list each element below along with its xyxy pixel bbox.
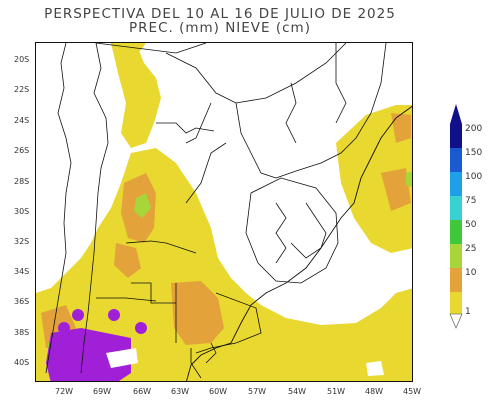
legend-label-150: 150	[465, 148, 483, 158]
map-title: PERSPECTIVA DEL 10 AL 16 DE JULIO DE 202…	[44, 6, 396, 22]
snow-spot-2	[58, 322, 70, 334]
legend-swatch-10	[450, 268, 462, 292]
legend-swatch-200	[450, 124, 462, 148]
legend-swatch-100	[450, 172, 462, 196]
lon-label-48w: 48W	[365, 387, 384, 396]
legend-swatch-50	[450, 220, 462, 244]
legend-label-50: 50	[465, 220, 477, 230]
lat-label-20s: 20S	[14, 55, 30, 64]
lat-label-34s: 34S	[14, 267, 30, 276]
dry-area-sea-2	[106, 348, 138, 368]
lat-label-30s: 30S	[14, 207, 30, 216]
precip-area-10mm-north-arg	[114, 243, 141, 278]
lon-label-60w: 60W	[209, 387, 228, 396]
snow-area-patagonia	[46, 328, 131, 381]
legend-label-1: 1	[465, 307, 471, 317]
precipitation-map	[35, 42, 413, 382]
dry-area-chaco	[201, 138, 276, 193]
dry-area-sea-1	[366, 361, 384, 376]
legend-swatch-75	[450, 196, 462, 220]
legend-arrow-top	[450, 104, 462, 124]
snow-spot-1	[72, 309, 84, 321]
legend-label-10: 10	[465, 268, 477, 278]
map-canvas	[36, 43, 412, 381]
legend-arrow-bottom	[449, 313, 463, 329]
legend-swatch-150	[450, 148, 462, 172]
snow-spot-3	[108, 309, 120, 321]
lon-label-63w: 63W	[171, 387, 190, 396]
lat-label-32s: 32S	[14, 237, 30, 246]
precip-area-25mm-cordoba	[134, 193, 151, 218]
lon-label-69w: 69W	[93, 387, 112, 396]
legend-label-200: 200	[465, 124, 483, 134]
lon-label-45w: 45W	[403, 387, 422, 396]
coastline	[186, 105, 412, 381]
lon-label-51w: 51W	[327, 387, 346, 396]
legend-label-100: 100	[465, 172, 483, 182]
lat-label-22s: 22S	[14, 85, 30, 94]
snow-spot-4	[135, 322, 147, 334]
lon-label-54w: 54W	[288, 387, 307, 396]
legend-swatch-25	[450, 244, 462, 268]
precip-area-1mm-northwest	[116, 43, 146, 55]
lat-label-36s: 36S	[14, 297, 30, 306]
map-subtitle: PREC. (mm) NIEVE (cm)	[129, 20, 311, 36]
legend-label-25: 25	[465, 244, 477, 254]
legend-swatch-1	[450, 292, 462, 314]
precip-area-10mm-coast	[391, 113, 411, 143]
precip-area-10mm-east-brazil	[381, 168, 411, 211]
lat-label-24s: 24S	[14, 116, 30, 125]
lon-label-57w: 57W	[248, 387, 267, 396]
lon-label-72w: 72W	[55, 387, 74, 396]
precip-area-1mm-andes-north	[111, 43, 161, 148]
lat-label-26s: 26S	[14, 146, 30, 155]
legend-colorbar	[449, 104, 463, 329]
lat-label-28s: 28S	[14, 177, 30, 186]
lat-label-40s: 40S	[14, 358, 30, 367]
precip-area-1mm-brazil	[336, 105, 412, 253]
legend-label-75: 75	[465, 196, 477, 206]
political-borders	[45, 43, 387, 379]
lat-label-38s: 38S	[14, 328, 30, 337]
lon-label-66w: 66W	[133, 387, 152, 396]
color-legend: 200 150 100 75 50 25 10 1	[448, 102, 488, 330]
precip-area-10mm-buenos-aires	[171, 281, 224, 345]
precip-area-25mm-brazil	[406, 171, 412, 188]
